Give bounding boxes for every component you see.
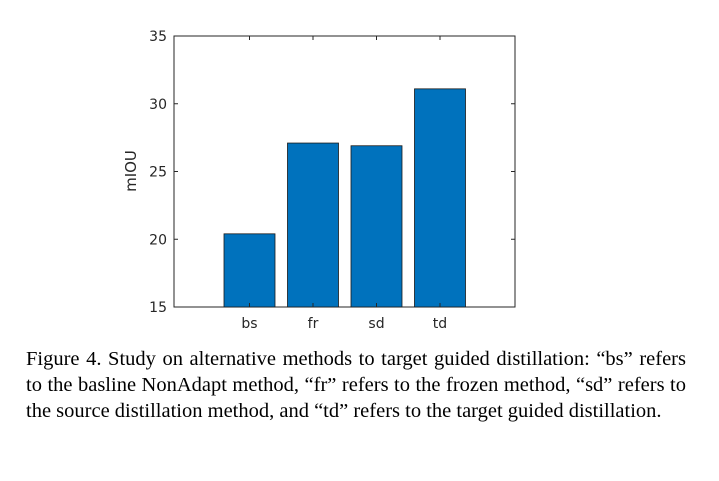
x-axis: bs fr sd td [241, 36, 447, 332]
x-tick-label: td [433, 316, 447, 332]
bar-td [414, 88, 466, 308]
bars-group [223, 88, 466, 308]
bar-fr [287, 142, 339, 308]
y-axis-label: mIOU [122, 150, 140, 192]
x-tick-label: fr [308, 316, 319, 332]
bar-chart: 15 20 25 30 35 bs fr sd td mIOU [122, 29, 516, 332]
y-axis: 15 20 25 30 35 [149, 29, 515, 316]
y-tick-label: 30 [149, 97, 167, 113]
bar-sd [350, 145, 403, 308]
x-tick-label: bs [241, 316, 257, 332]
figure-caption: Figure 4. Study on alternative methods t… [26, 348, 686, 422]
y-tick-label: 15 [149, 300, 167, 316]
x-tick-label: sd [368, 316, 384, 332]
y-tick-label: 25 [149, 165, 167, 181]
y-tick-label: 35 [149, 29, 167, 45]
y-tick-label: 20 [149, 232, 167, 248]
bar-bs [223, 233, 276, 308]
